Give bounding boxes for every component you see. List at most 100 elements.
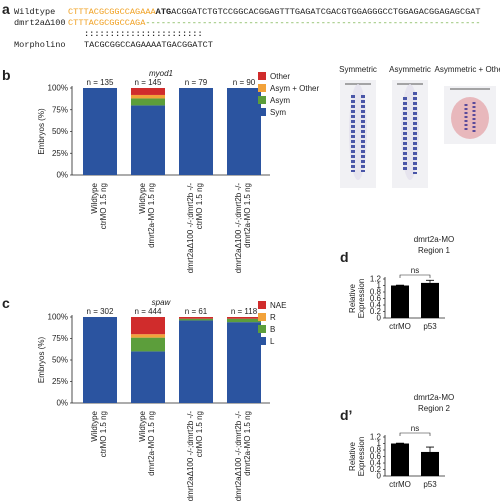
bar [421,451,439,476]
legend-swatch [258,337,266,345]
legend-label: Asym [270,96,290,105]
legend-label: Asym + Other [270,84,319,93]
panel-label: c [2,295,10,311]
bar-segment [131,88,165,95]
y-tick-label: 25% [52,377,68,386]
seq-label: dmrt2aΔ100 [14,18,66,28]
bar-segment [131,105,165,175]
y-tick-label: 0.8 [370,446,382,455]
y-tick-label: 75% [52,105,68,114]
x-tick-label: dmrt2aΔ100 -/-;dmrt2b -/- [234,183,243,274]
legend-label: NAE [270,301,286,310]
y-tick-label: 0.6 [370,452,382,461]
y-tick-label: 0% [56,171,68,180]
y-tick-label: 0.4 [370,301,382,310]
x-tick-label: Wildtype [138,410,147,441]
x-tick-label: p53 [423,480,437,489]
x-tick-label: Wildtype [138,182,147,213]
bar-segment [179,318,213,321]
panel-label: b [2,67,11,83]
legend-swatch [258,72,266,80]
chart-title: Region 1 [418,246,451,255]
y-tick-label: 50% [52,127,68,136]
legend-swatch [258,96,266,104]
y-tick-label: 1 [377,439,382,448]
chart-title: dmrt2a-MO [414,393,454,402]
y-tick-label: 100% [48,84,68,93]
embryo-image [392,80,428,188]
bar-segment [131,337,165,352]
legend-swatch [258,108,266,116]
bar [421,282,439,318]
error-bar [426,279,434,283]
panel-label: d [340,249,349,265]
bar [391,285,409,318]
x-tick-label: dmrt2a-MO 1.5 ng [243,183,252,248]
x-tick-label: dmrt2aΔ100 -/-;dmrt2b -/- [186,411,195,502]
x-tick-label: dmrt2aΔ100 -/-;dmrt2b -/- [234,411,243,502]
x-tick-label: ctrMO 1.5 ng [99,411,108,457]
legend-label: Other [270,72,290,81]
bar-segment [131,94,165,99]
utr: CTTTACGCGGCCAGAAA [68,7,157,17]
chart-title: Region 2 [418,404,451,413]
y-tick-label: 0.8 [370,288,382,297]
panel-label: d’ [340,407,352,423]
bar-segment [227,318,261,323]
error-bar [426,446,434,452]
utr: CTTTACGCGGCCAGA [68,18,146,28]
image-label: Asymmetric + Other [435,65,500,74]
legend-swatch [258,325,266,333]
legend-swatch [258,301,266,309]
sample-size: n = 61 [185,307,208,316]
sample-size: n = 145 [135,78,162,87]
x-tick-label: dmrt2aΔ100 -/-;dmrt2b -/- [186,183,195,274]
x-tick-label: Wildtype [90,410,99,441]
x-tick-label: ctrMO [389,480,411,489]
bar-segment [227,322,261,403]
y-tick-label: 1 [377,281,382,290]
start-codon: ATG [156,7,171,17]
legend-swatch [258,84,266,92]
y-tick-label: 75% [52,334,68,343]
y-tick-label: 0 [377,472,382,481]
y-axis-label: Embryos (%) [37,337,46,384]
x-tick-label: p53 [423,322,437,331]
bar-segment [131,98,165,106]
y-tick-label: 0.6 [370,294,382,303]
bar-segment [179,320,213,403]
legend-label: R [270,313,276,322]
y-tick-label: 0.2 [370,465,382,474]
y-tick-label: 0 [377,314,382,323]
sample-size: n = 444 [135,307,162,316]
bar-segment [227,88,261,175]
y-axis-label: Expression [357,437,366,477]
legend-label: Sym [270,108,286,117]
chart-title: dmrt2a-MO [414,235,454,244]
bar-segment [179,317,213,319]
y-tick-label: 1.2 [370,275,382,284]
x-tick-label: dmrt2a-MO 1.5 ng [243,411,252,476]
sequence: CTTTACGCGGCCAGA-------------------------… [68,18,481,28]
y-tick-label: 25% [52,149,68,158]
image-label: Asymmetric [389,65,431,74]
x-tick-label: ctrMO 1.5 ng [195,183,204,229]
bar-segment [131,317,165,335]
panel-label: a [2,1,10,17]
y-tick-label: 0.4 [370,459,382,468]
coding: ACGGATCTGTCCGGCACGGAGTTTGAGATCGACGTGGAGG… [171,7,480,17]
sample-size: n = 118 [231,307,258,316]
alignment: ::::::::::::::::::::::: [84,29,203,39]
x-tick-label: dmrt2a-MO 1.5 ng [147,183,156,248]
bar [391,443,409,476]
image-label: Symmetric [339,65,377,74]
bar-segment [131,351,165,403]
chart-title: myod1 [149,69,173,78]
seq-label: Wildtype [14,7,55,17]
legend-label: L [270,337,275,346]
sample-size: n = 79 [185,78,208,87]
sample-size: n = 90 [233,78,256,87]
sequence: TACGCGGCCAGAAAATGACGGATCT [84,40,213,50]
legend-swatch [258,313,266,321]
